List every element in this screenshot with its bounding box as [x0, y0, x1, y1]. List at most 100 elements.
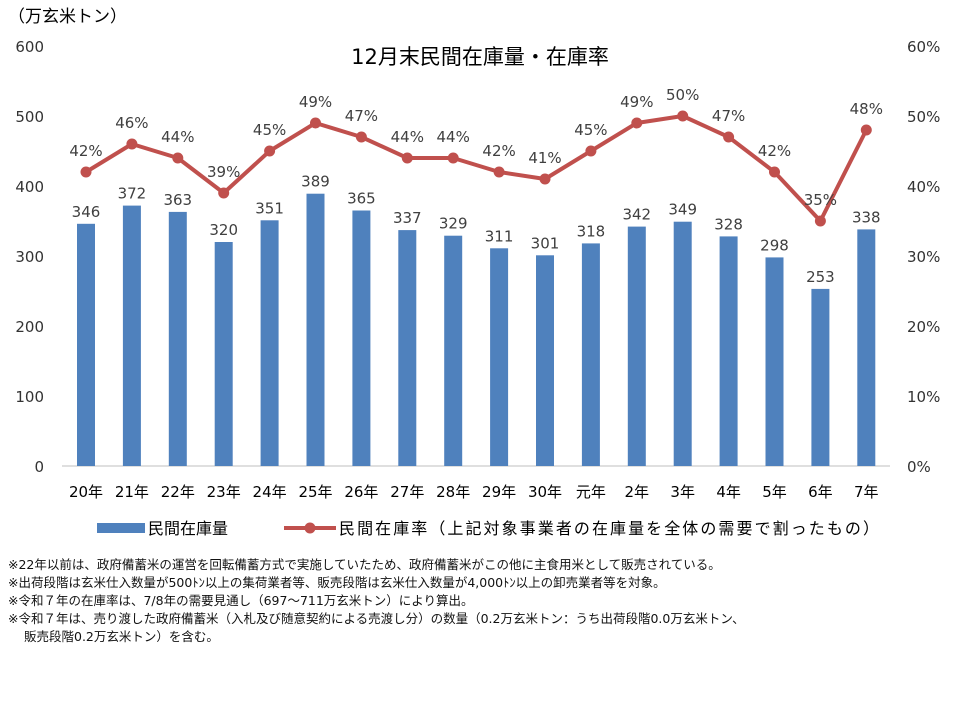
bar: [260, 220, 279, 466]
rate-data-label: 49%: [620, 93, 653, 111]
bar-data-label: 253: [806, 268, 835, 286]
bar-data-label: 346: [72, 203, 101, 221]
bar-data-label: 338: [852, 208, 881, 226]
rate-data-label: 47%: [345, 107, 378, 125]
x-axis-tick: 24年: [253, 483, 287, 501]
x-axis-tick: 26年: [344, 483, 378, 501]
x-axis-tick: 3年: [670, 483, 695, 501]
right-axis-tick: 0%: [907, 458, 931, 476]
rate-point: [80, 166, 92, 178]
rate-data-label: 41%: [528, 149, 561, 167]
bar-data-label: 298: [760, 236, 789, 254]
rate-point: [447, 152, 459, 164]
bar-data-label: 320: [209, 221, 238, 239]
bar: [536, 255, 554, 466]
rate-point: [585, 145, 597, 157]
bar-data-label: 351: [255, 199, 284, 217]
rate-point: [493, 166, 505, 178]
rate-data-label: 45%: [574, 121, 607, 139]
bar: [77, 223, 95, 466]
left-axis-tick: 100: [15, 388, 44, 406]
chart: （万玄米トン） 12月末民間在庫量・在庫率 0 100 200 300 400 500 600 0…: [8, 7, 940, 538]
x-axis-tick: 29年: [482, 483, 516, 501]
bar: [444, 235, 463, 466]
footnote: ※出荷段階は玄米仕入数量が500ﾄﾝ以上の集荷業者等、販売段階は玄米仕入数量が4…: [8, 575, 666, 590]
bar-data-label: 389: [301, 173, 330, 191]
x-axis-tick: 21年: [115, 483, 149, 501]
rate-data-label: 44%: [437, 128, 470, 146]
x-axis-tick: 7年: [854, 483, 879, 501]
bar: [811, 288, 830, 466]
right-axis-tick: 40%: [907, 178, 940, 196]
bar: [673, 221, 692, 466]
bar: [627, 226, 646, 466]
bar: [214, 242, 233, 466]
left-axis-tick: 300: [15, 248, 44, 266]
rate-data-label: 49%: [299, 93, 332, 111]
rate-data-label: 46%: [115, 114, 148, 132]
left-axis-tick: 200: [15, 318, 44, 336]
bar-data-label: 365: [347, 190, 376, 208]
x-axis-tick: 5年: [762, 483, 787, 501]
bar-data-label: 372: [118, 185, 147, 203]
right-axis-tick: 30%: [907, 248, 940, 266]
left-axis-tick: 500: [15, 108, 44, 126]
rate-point: [264, 145, 276, 157]
legend-line-marker: [304, 522, 316, 534]
rate-point: [401, 152, 413, 164]
x-axis-tick: 22年: [161, 483, 195, 501]
rate-point: [631, 117, 643, 129]
bar-data-label: 328: [714, 215, 743, 233]
bar: [398, 230, 417, 466]
bar-data-label: 318: [577, 222, 606, 240]
rate-point: [355, 131, 367, 143]
x-axis-tick: 25年: [298, 483, 332, 501]
bar-data-label: 349: [668, 201, 697, 219]
rate-point: [860, 124, 872, 136]
bar-data-label: 342: [622, 206, 651, 224]
bar: [719, 236, 738, 466]
bar: [122, 205, 141, 466]
rate-point: [814, 215, 826, 227]
x-axis-tick: 27年: [390, 483, 424, 501]
x-axis-tick: 4年: [716, 483, 741, 501]
footnotes: ※22年以前は、政府備蓄米の運営を回転備蓄方式で実施していたため、政府備蓄米がこ…: [8, 556, 745, 646]
bar: [168, 211, 187, 466]
footnote: 販売段階0.2万玄米トン）を含む。: [24, 629, 219, 644]
rate-point: [218, 187, 230, 199]
legend-bar-swatch: [97, 523, 145, 533]
bar-data-label: 311: [485, 227, 514, 245]
right-axis-tick: 50%: [907, 108, 940, 126]
rate-point: [126, 138, 138, 150]
bar-data-label: 329: [439, 215, 468, 233]
legend-line-label: 民間在庫率（上記対象事業者の在庫量を全体の需要で割ったもの）: [339, 519, 879, 538]
x-axis-tick: 30年: [528, 483, 562, 501]
rate-point: [172, 152, 184, 164]
right-axis-tick: 20%: [907, 318, 940, 336]
x-axis-tick: 元年: [576, 483, 606, 501]
rate-point: [310, 117, 321, 129]
bar: [581, 243, 600, 466]
rate-data-label: 50%: [666, 86, 699, 104]
x-axis-tick: 28年: [436, 483, 470, 501]
footnote: ※令和７年の在庫率は、7/8年の需要見通し（697～711万玄米トン）により算出…: [8, 593, 474, 608]
footnote: ※令和７年は、売り渡した政府備蓄米（入札及び随意契約による売渡し分）の数量（0.…: [8, 611, 745, 626]
rate-data-label: 44%: [161, 128, 194, 146]
rate-point: [539, 173, 551, 185]
rate-data-label: 44%: [391, 128, 424, 146]
rate-data-label: 45%: [253, 121, 286, 139]
right-axis-tick: 60%: [907, 38, 940, 56]
rate-data-label: 48%: [850, 100, 883, 118]
rate-point: [677, 110, 689, 122]
bar-data-label: 337: [393, 209, 422, 227]
x-axis-tick: 6年: [808, 483, 833, 501]
rate-line: [84, 114, 869, 223]
rate-data-label: 42%: [482, 142, 515, 160]
rate-data-label: 42%: [758, 142, 791, 160]
bar: [765, 257, 784, 466]
rate-data-label: 47%: [712, 107, 745, 125]
rate-data-label: 35%: [804, 191, 837, 209]
x-axis-tick: 23年: [207, 483, 241, 501]
bar-data-label: 301: [531, 234, 560, 252]
bar: [490, 248, 509, 466]
